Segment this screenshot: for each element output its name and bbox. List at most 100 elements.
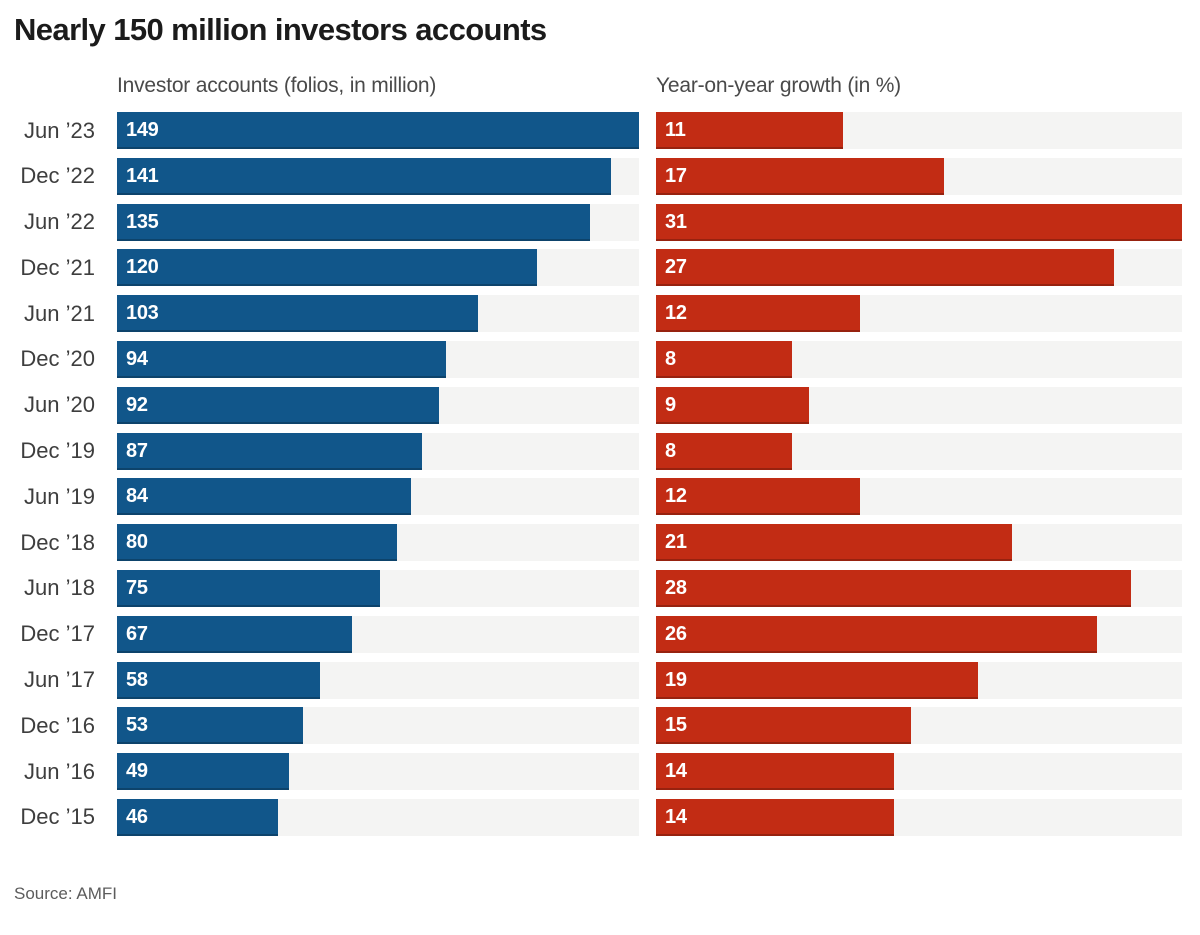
bar-value-label: 149 xyxy=(126,119,159,141)
growth-bar-track: 11 xyxy=(656,112,1182,149)
growth-bar: 8 xyxy=(656,432,792,470)
growth-bar-track: 17 xyxy=(656,157,1182,195)
column-gap xyxy=(639,570,656,607)
row-label: Jun ’19 xyxy=(24,483,95,509)
column-gap xyxy=(639,74,656,98)
column-gap xyxy=(639,524,656,561)
bar-value-label: 27 xyxy=(665,256,687,279)
accounts-bar-track: 75 xyxy=(117,569,639,607)
accounts-bar: 141 xyxy=(117,157,611,195)
row-label: Jun ’22 xyxy=(24,209,95,235)
growth-bar-track: 8 xyxy=(656,432,1182,470)
bar-value-label: 12 xyxy=(665,302,687,325)
growth-bar: 11 xyxy=(656,112,843,149)
column-gap xyxy=(639,158,656,195)
column-gap xyxy=(639,249,656,286)
bar-value-label: 84 xyxy=(126,485,148,508)
accounts-bar-track: 87 xyxy=(117,432,639,470)
accounts-bar: 80 xyxy=(117,524,398,562)
row-label: Jun ’20 xyxy=(24,392,95,418)
accounts-bar: 49 xyxy=(117,753,289,791)
bar-row: Dec ’21 120 27 xyxy=(0,249,1200,287)
growth-bar-track: 21 xyxy=(656,524,1182,562)
accounts-bar-track: 84 xyxy=(117,478,639,516)
page-title: Nearly 150 million investors accounts xyxy=(14,12,547,47)
bar-row: Jun ’18 75 28 xyxy=(0,569,1200,607)
growth-bar: 15 xyxy=(656,707,911,745)
growth-bar-track: 31 xyxy=(656,203,1182,241)
bar-value-label: 46 xyxy=(126,805,148,828)
bar-value-label: 53 xyxy=(126,714,148,737)
accounts-bar: 94 xyxy=(117,340,447,378)
bar-value-label: 58 xyxy=(126,668,148,691)
row-label: Jun ’17 xyxy=(24,667,95,693)
dual-bar-chart: Jun ’23 149 11 Dec ’22 141 17 Jun ’22 135 31 Dec … xyxy=(0,112,1200,836)
bar-value-label: 31 xyxy=(665,210,687,233)
growth-bar: 9 xyxy=(656,386,809,424)
bar-value-label: 49 xyxy=(126,760,148,783)
growth-bar-track: 19 xyxy=(656,661,1182,699)
bar-row: Dec ’15 46 14 xyxy=(0,798,1200,836)
column-gap xyxy=(639,341,656,378)
bar-value-label: 135 xyxy=(126,210,159,233)
accounts-bar-track: 141 xyxy=(117,157,639,195)
column-gap xyxy=(639,433,656,470)
growth-bar: 17 xyxy=(656,157,945,195)
growth-bar-track: 12 xyxy=(656,478,1182,516)
accounts-bar: 120 xyxy=(117,249,538,287)
bar-row: Jun ’22 135 31 xyxy=(0,203,1200,241)
bar-value-label: 26 xyxy=(665,622,687,645)
growth-bar: 8 xyxy=(656,340,792,378)
row-label: Dec ’20 xyxy=(20,346,95,372)
bar-value-label: 15 xyxy=(665,714,687,737)
bar-row: Jun ’21 103 12 xyxy=(0,295,1200,333)
bar-value-label: 28 xyxy=(665,576,687,599)
bar-row: Jun ’19 84 12 xyxy=(0,478,1200,516)
row-label: Dec ’19 xyxy=(20,438,95,464)
growth-bar-track: 8 xyxy=(656,340,1182,378)
label-column-spacer xyxy=(0,74,117,98)
bar-value-label: 94 xyxy=(126,347,148,370)
column-gap xyxy=(639,387,656,424)
accounts-bar-track: 120 xyxy=(117,249,639,287)
column-gap xyxy=(639,662,656,699)
bar-value-label: 87 xyxy=(126,439,148,462)
column-gap xyxy=(639,753,656,790)
bar-row: Jun ’23 149 11 xyxy=(0,112,1200,149)
growth-bar-track: 14 xyxy=(656,753,1182,791)
bar-row: Dec ’18 80 21 xyxy=(0,524,1200,562)
column-gap xyxy=(639,707,656,744)
bar-row: Dec ’17 67 26 xyxy=(0,615,1200,653)
accounts-bar-track: 92 xyxy=(117,386,639,424)
column-gap xyxy=(639,112,656,149)
column-headers: Investor accounts (folios, in million) Y… xyxy=(0,74,1200,98)
bar-row: Dec ’22 141 17 xyxy=(0,157,1200,195)
accounts-bar-track: 46 xyxy=(117,798,639,836)
accounts-bar: 87 xyxy=(117,432,422,470)
bar-row: Jun ’16 49 14 xyxy=(0,753,1200,791)
bar-value-label: 11 xyxy=(665,119,686,141)
row-label: Dec ’18 xyxy=(20,529,95,555)
growth-bar-track: 12 xyxy=(656,295,1182,333)
bar-value-label: 17 xyxy=(665,164,687,187)
row-label: Jun ’23 xyxy=(24,117,95,143)
accounts-bar: 46 xyxy=(117,798,279,836)
bar-value-label: 19 xyxy=(665,668,687,691)
accounts-bar-track: 49 xyxy=(117,753,639,791)
column-gap xyxy=(639,295,656,332)
accounts-bar-track: 149 xyxy=(117,112,639,149)
bar-value-label: 92 xyxy=(126,393,148,416)
row-label: Dec ’22 xyxy=(20,163,95,189)
accounts-bar: 149 xyxy=(117,112,639,149)
growth-bar-track: 14 xyxy=(656,798,1182,836)
bar-row: Dec ’19 87 8 xyxy=(0,432,1200,470)
bar-row: Jun ’17 58 19 xyxy=(0,661,1200,699)
growth-bar: 14 xyxy=(656,753,894,791)
bar-row: Jun ’20 92 9 xyxy=(0,386,1200,424)
growth-bar: 26 xyxy=(656,615,1098,653)
accounts-bar-track: 58 xyxy=(117,661,639,699)
accounts-bar: 67 xyxy=(117,615,352,653)
accounts-bar-track: 67 xyxy=(117,615,639,653)
accounts-bar-track: 53 xyxy=(117,707,639,745)
